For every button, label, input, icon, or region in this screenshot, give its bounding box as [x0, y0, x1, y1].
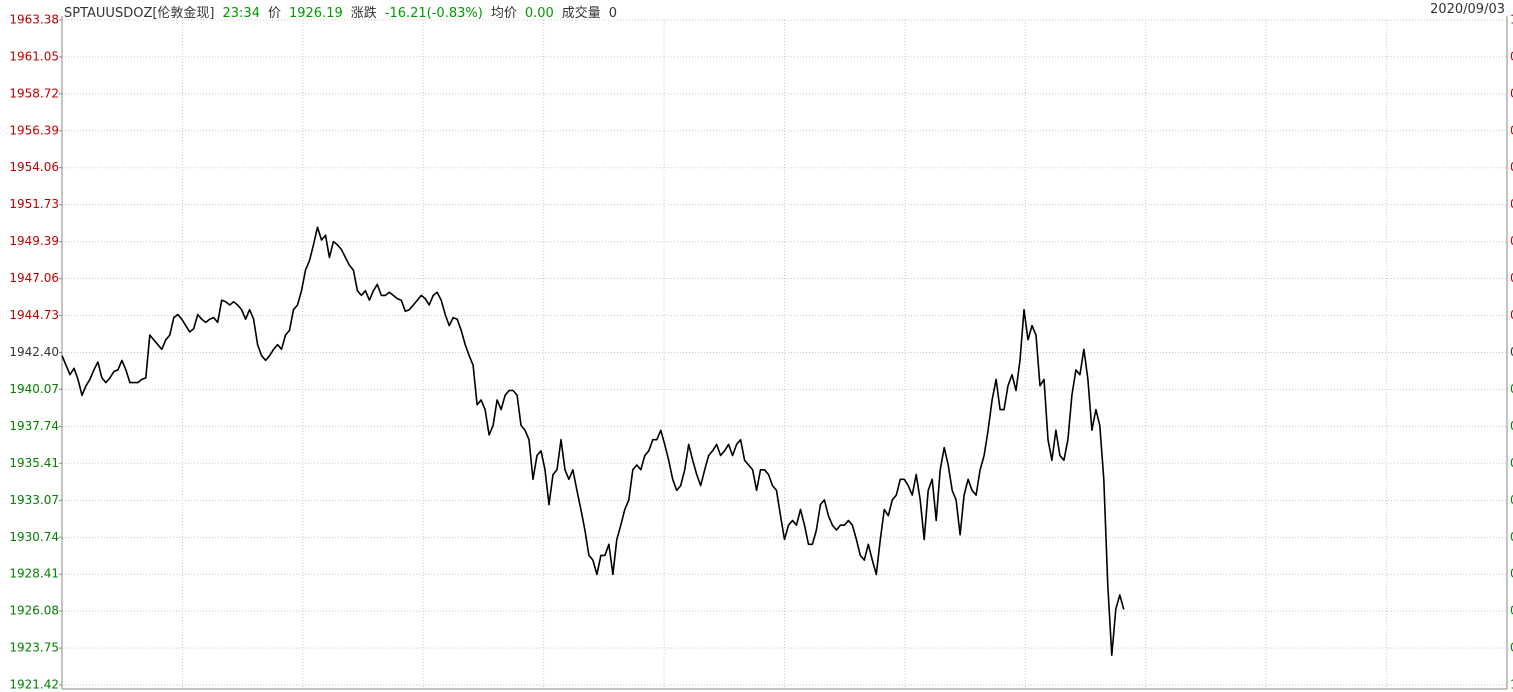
right-label: 0 [1510, 567, 1513, 581]
y-tick-label: 1926.08 [9, 604, 59, 618]
y-tick-label: 1954.06 [9, 160, 59, 174]
right-label: 0 [1510, 86, 1513, 100]
volume: 0 [608, 6, 618, 21]
price: 1926.19 [288, 6, 343, 21]
y-tick-label: 1956.39 [9, 123, 59, 137]
right-label: 0 [1510, 530, 1513, 544]
right-label: 0 [1510, 382, 1513, 396]
date: 2020/09/03 [1430, 2, 1505, 17]
y-tick-label: 1930.74 [9, 530, 59, 544]
right-label: 0 [1510, 308, 1513, 322]
y-tick-label: 1947.06 [9, 271, 59, 285]
y-tick-label: 1942.40 [9, 345, 59, 359]
quote-header: SPTAUUSDOZ[伦敦金现] 23:34 价 1926.19 涨跌 -16.21(-0… [64, 2, 625, 21]
y-tick-label: 1937.74 [9, 419, 59, 433]
y-tick-label: 1921.42 [9, 678, 59, 692]
y-tick-label: 1958.72 [9, 86, 59, 100]
y-tick-label: 1951.73 [9, 197, 59, 211]
price-label: 价 [267, 6, 281, 21]
y-tick-label: 1933.07 [9, 493, 59, 507]
y-tick-label: 1944.73 [9, 308, 59, 322]
right-label: 0 [1510, 604, 1513, 618]
right-label: 1 [1510, 678, 1513, 692]
right-label: 0 [1510, 419, 1513, 433]
right-label: 0 [1510, 456, 1513, 470]
avg: 0.00 [524, 6, 554, 21]
y-tick-label: 1923.75 [9, 641, 59, 655]
y-tick-label: 1935.41 [9, 456, 59, 470]
right-label: 0 [1510, 123, 1513, 137]
right-label: 0 [1510, 345, 1513, 359]
change: -16.21(-0.83%) [384, 6, 483, 21]
y-tick-label: 1928.41 [9, 567, 59, 581]
volume-label: 成交量 [561, 6, 601, 21]
right-label: 1 [1510, 13, 1513, 27]
y-tick-label: 1949.39 [9, 234, 59, 248]
y-tick-label: 1961.05 [9, 49, 59, 63]
right-label: 0 [1510, 197, 1513, 211]
y-tick-label: 1963.38 [9, 13, 59, 27]
y-tick-label: 1940.07 [9, 382, 59, 396]
right-label: 0 [1510, 493, 1513, 507]
price-line [61, 226, 1125, 656]
time: 23:34 [222, 6, 260, 21]
change-label: 涨跌 [350, 6, 377, 21]
right-label: 0 [1510, 271, 1513, 285]
right-label: 0 [1510, 641, 1513, 655]
right-label: 0 [1510, 160, 1513, 174]
symbol: SPTAUUSDOZ[伦敦金现] [64, 6, 215, 21]
right-label: 0 [1510, 49, 1513, 63]
avg-label: 均价 [490, 6, 517, 21]
right-label: 0 [1510, 234, 1513, 248]
